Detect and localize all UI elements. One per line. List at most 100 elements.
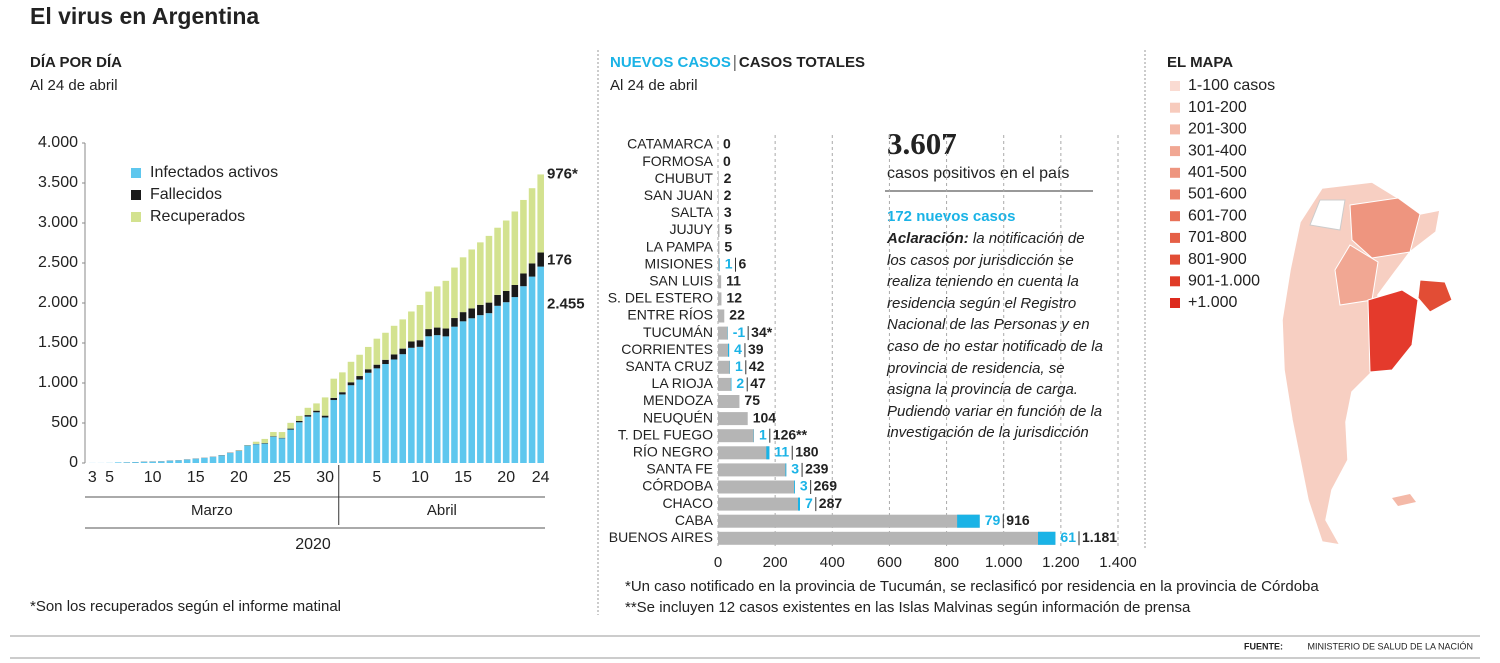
map-land — [1281, 181, 1441, 546]
y-tick-label: 2.500 — [38, 254, 78, 271]
bar-segment — [304, 407, 312, 416]
new-bar — [957, 514, 980, 528]
legend-label: Infectados activos — [150, 164, 278, 181]
bar-segment — [399, 319, 407, 349]
bar-segment — [295, 420, 303, 423]
bar — [718, 172, 719, 186]
bar-segment — [175, 460, 182, 463]
x-tick-label: 1.400 — [1099, 554, 1137, 571]
bar-segment — [373, 368, 381, 463]
bar-segment — [382, 364, 389, 463]
data-label: 34* — [751, 324, 773, 340]
legend-label: 101-200 — [1188, 99, 1247, 116]
category-label: SALTA — [671, 204, 714, 220]
y-tick-label: 2.000 — [38, 294, 78, 311]
legend-label: 201-300 — [1188, 121, 1247, 138]
x-tick-label: 20 — [230, 469, 248, 486]
new-bar — [730, 377, 732, 391]
bar-segment — [304, 416, 312, 463]
bar-segment — [364, 369, 372, 373]
bar-segment — [356, 376, 363, 380]
footnote: **Se incluyen 12 casos existentes en las… — [625, 599, 1191, 616]
bar — [718, 377, 732, 391]
y-tick-label: 500 — [51, 414, 78, 431]
bar — [718, 189, 719, 203]
bar-segment — [330, 378, 338, 398]
x-tick-label: 0 — [714, 554, 722, 571]
data-label: 1 — [735, 358, 743, 374]
bar-segment — [494, 227, 501, 295]
bar-segment — [356, 354, 363, 377]
category-label: ENTRE RÍOS — [627, 307, 713, 323]
data-label: 4 — [734, 341, 742, 357]
bar-segment — [390, 325, 398, 355]
bar-segment — [209, 456, 217, 463]
category-label: LA RIOJA — [652, 375, 714, 391]
bar-segment — [537, 252, 544, 267]
x-tick-label: 5 — [105, 469, 114, 486]
legend-swatch — [1170, 298, 1180, 308]
bar-segment — [459, 312, 467, 322]
bar-segment — [537, 174, 544, 253]
data-label: 7 — [805, 495, 813, 511]
bar-segment — [304, 415, 312, 417]
note-text: la notificación de los casos por jurisdi… — [887, 230, 1103, 442]
new-bar — [785, 463, 787, 477]
bar — [718, 258, 720, 272]
bar-segment — [502, 220, 510, 291]
bar-segment — [485, 302, 493, 314]
legend-label: 601-700 — [1188, 207, 1247, 224]
data-label: 2 — [724, 187, 732, 203]
bar-segment — [313, 403, 320, 411]
bar-segment — [140, 461, 148, 463]
bar-segment — [416, 305, 424, 341]
data-label: 126** — [773, 426, 808, 442]
bar-segment — [485, 313, 493, 463]
new-bar — [1038, 531, 1056, 545]
bar — [718, 497, 800, 511]
bar-segment — [347, 385, 355, 463]
bar-segment — [433, 327, 441, 336]
bar-segment — [114, 462, 122, 463]
chart-title: DÍA POR DÍA — [30, 54, 122, 71]
bar-segment — [511, 285, 519, 298]
data-label: 180 — [795, 444, 819, 460]
bar — [718, 224, 720, 237]
bar-segment — [270, 436, 277, 463]
bar-segment — [390, 354, 398, 360]
category-label: FORMOSA — [642, 153, 713, 169]
data-label: 3 — [800, 478, 808, 494]
bar-segment — [382, 359, 389, 365]
category-label: RÍO NEGRO — [633, 444, 713, 460]
bar-segment — [468, 318, 475, 463]
bar-segment — [425, 329, 432, 337]
bar-segment — [502, 302, 510, 463]
legend-label: 1-100 casos — [1188, 77, 1275, 94]
bar-segment — [511, 211, 519, 285]
new-bar — [794, 480, 795, 494]
bar-segment — [261, 443, 269, 463]
map-region — [1334, 244, 1379, 306]
legend-swatch — [1170, 232, 1180, 243]
bar-segment — [347, 382, 355, 386]
bar-segment — [528, 188, 536, 264]
x-tick-label: 200 — [763, 554, 788, 571]
bar-segment — [416, 346, 424, 463]
bar-segment — [459, 321, 467, 463]
bar-segment — [252, 441, 260, 444]
chart-subtitle: Al 24 de abril — [30, 77, 118, 94]
bar-segment — [528, 276, 536, 463]
category-label: JUJUY — [669, 221, 713, 237]
bar-segment — [244, 445, 251, 463]
bar-segment — [425, 291, 432, 330]
bar-segment — [278, 432, 286, 438]
page-title: El virus en Argentina — [30, 3, 259, 29]
bar-segment — [433, 335, 441, 463]
category-label: CHUBUT — [655, 170, 714, 186]
bar-segment — [261, 438, 269, 444]
bar — [718, 531, 1056, 545]
bar-segment — [502, 290, 510, 303]
bar-segment — [339, 394, 346, 463]
category-label: S. DEL ESTERO — [608, 290, 713, 306]
bar-segment — [339, 372, 346, 393]
